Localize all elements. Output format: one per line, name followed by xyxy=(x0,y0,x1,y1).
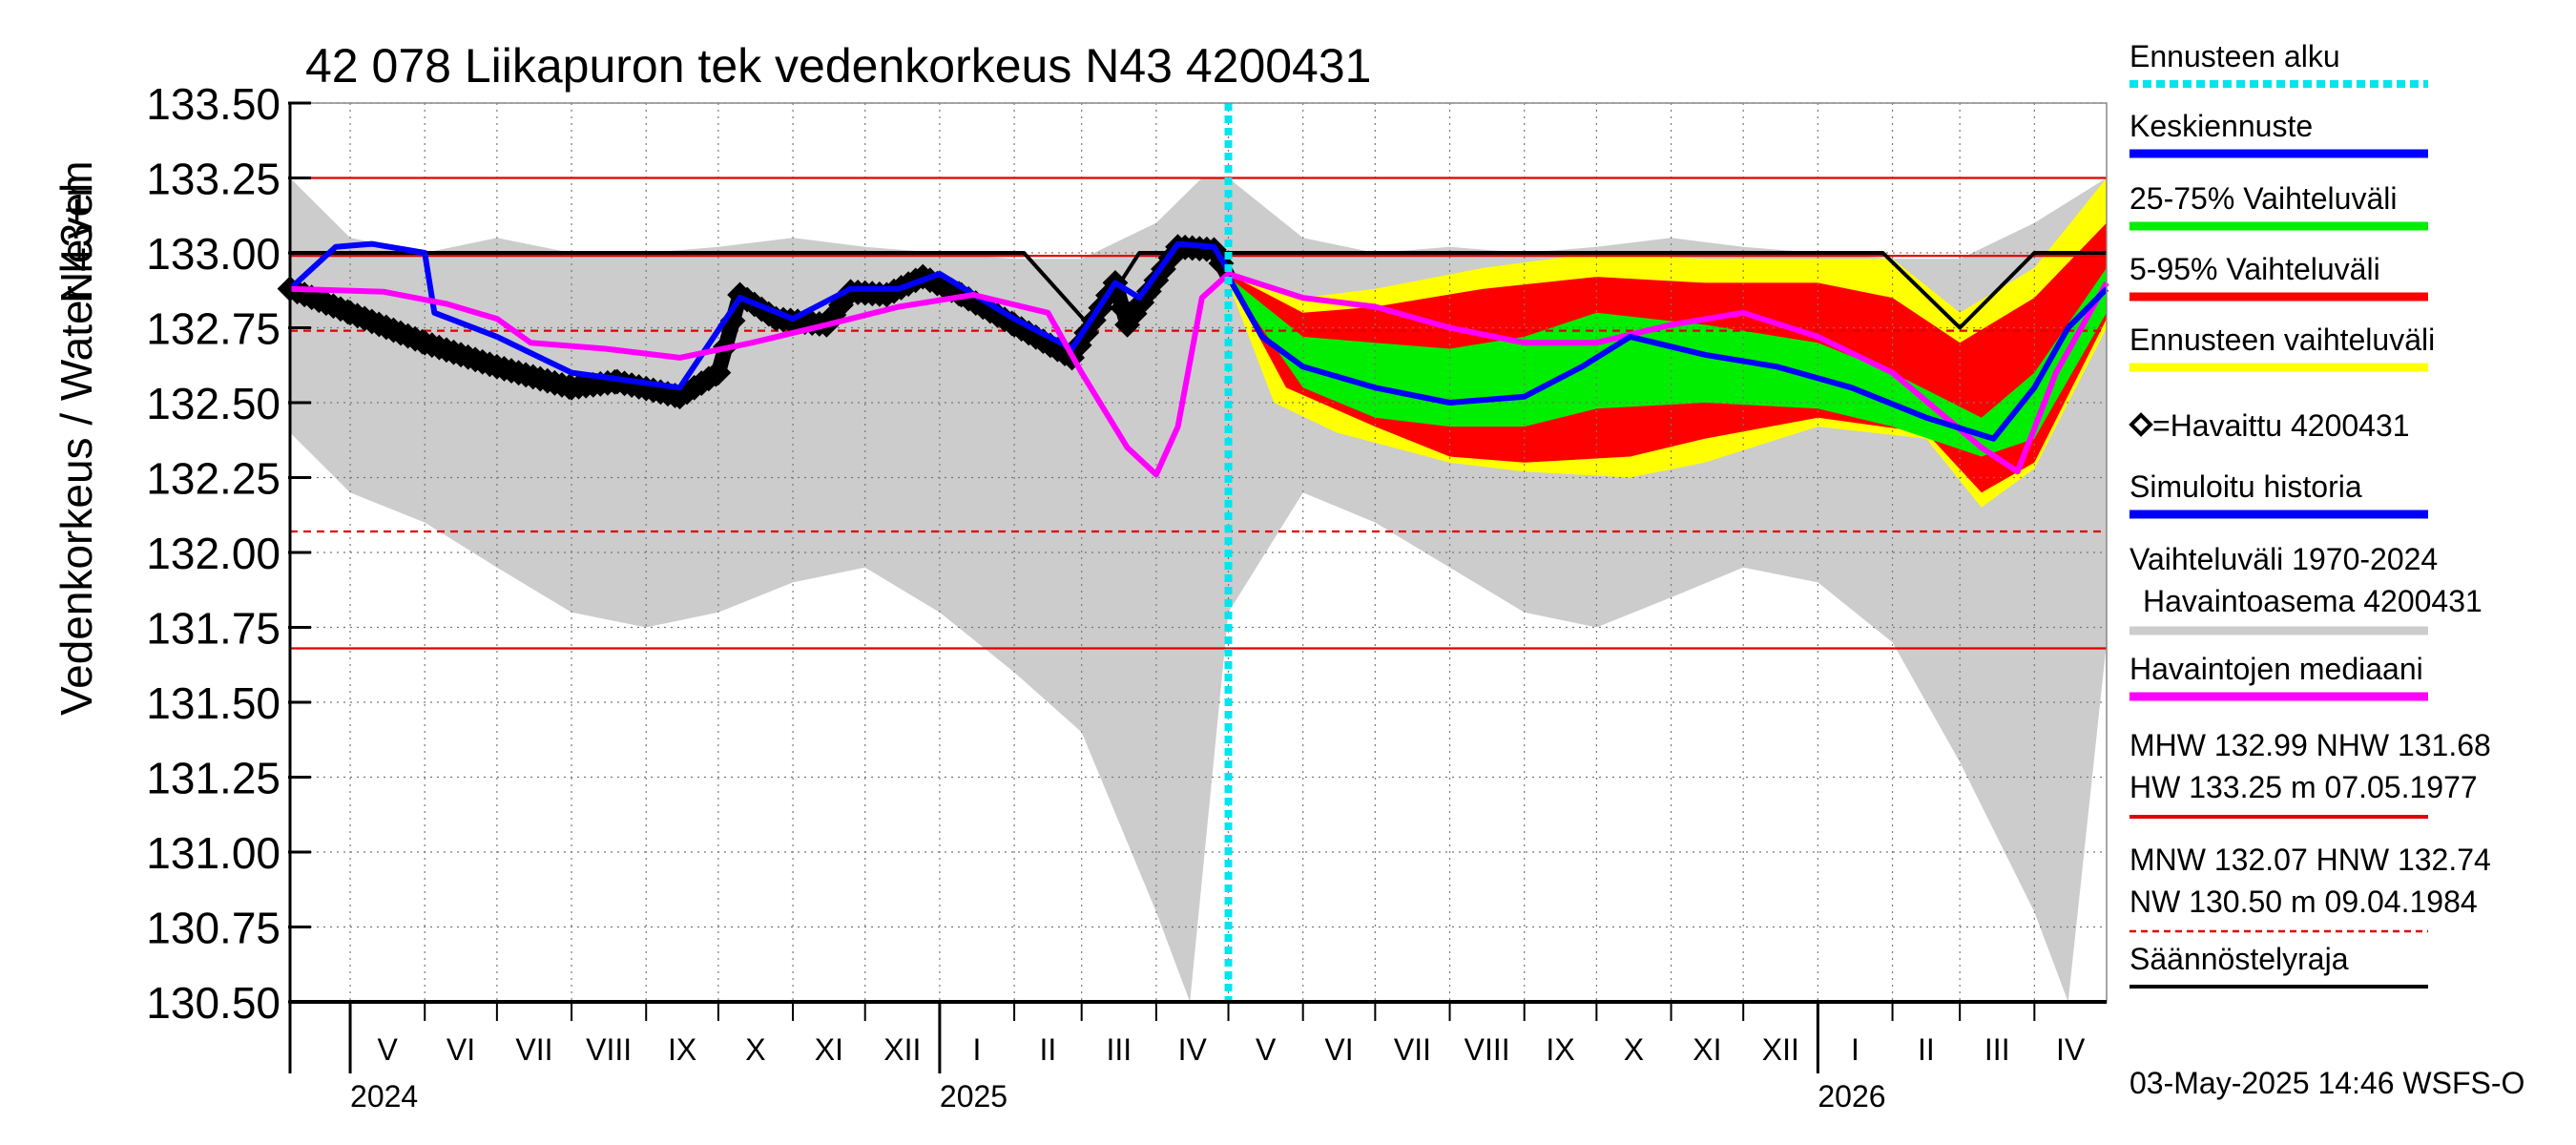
legend-label: Vaihteluväli 1970-2024 xyxy=(2129,542,2438,576)
legend-item-25-75-vaihteluvali: 25-75% Vaihteluväli xyxy=(2129,181,2428,231)
legend-item-havaintojen-mediaani: Havaintojen mediaani xyxy=(2129,652,2428,701)
legend-item-mnw-132-07-hnw-132-74: MNW 132.07 HNW 132.74 NW 130.50 m 09.04.1… xyxy=(2129,843,2491,933)
month-label: V xyxy=(377,1032,398,1067)
y-axis-unit: N43+m xyxy=(52,160,101,303)
chart-title: 42 078 Liikapuron tek vedenkorkeus N43 4… xyxy=(305,39,1371,93)
month-label: IV xyxy=(1178,1032,1208,1067)
year-label: 2024 xyxy=(350,1079,418,1114)
month-label: VII xyxy=(1394,1032,1431,1067)
legend-item-5-95-vaihteluvali: 5-95% Vaihteluväli xyxy=(2129,252,2428,302)
legend-item-keskiennuste: Keskiennuste xyxy=(2129,109,2428,158)
y-tick-label: 132.50 xyxy=(146,379,280,428)
month-label: XII xyxy=(1762,1032,1799,1067)
month-label: VIII xyxy=(586,1032,632,1067)
year-label: 2025 xyxy=(940,1079,1008,1114)
series-layer xyxy=(277,103,2109,1002)
forecast-bands-layer xyxy=(1228,177,2107,508)
legend-label-line2: Havaintoasema 4200431 xyxy=(2143,584,2483,618)
month-label: X xyxy=(1624,1032,1644,1067)
band-25-75-vaihteluvali xyxy=(1228,267,2107,457)
legend-label: Säännöstelyraja xyxy=(2129,942,2349,976)
y-tick-label: 131.00 xyxy=(146,828,280,878)
month-label: IV xyxy=(2056,1032,2086,1067)
month-label: III xyxy=(1984,1032,2010,1067)
y-tick-label: 131.25 xyxy=(146,754,280,803)
month-label: II xyxy=(1039,1032,1056,1067)
legend-item-simuloitu-historia: Simuloitu historia xyxy=(2129,469,2428,519)
legend-label: 5-95% Vaihteluväli xyxy=(2129,252,2380,286)
legend-diamond-marker xyxy=(2129,412,2153,437)
legend-label: Ennusteen vaihteluväli xyxy=(2129,323,2435,357)
markers-havaittu-4200431 xyxy=(277,234,1235,410)
month-label: VI xyxy=(447,1032,475,1067)
series-simuloitu-historia xyxy=(287,240,1232,391)
y-tick-label: 133.00 xyxy=(146,229,280,279)
y-tick-label: 130.50 xyxy=(146,978,280,1028)
y-tick-label: 132.75 xyxy=(146,304,280,354)
legend-item-havaittu-4200431: =Havaittu 4200431 xyxy=(2129,408,2410,443)
legend-label: MNW 132.07 HNW 132.74 xyxy=(2129,843,2491,877)
month-label: I xyxy=(973,1032,982,1067)
series-keskiennuste xyxy=(1225,275,2109,442)
legend: Ennusteen alku Keskiennuste 25-75% Vaihtel… xyxy=(2129,39,2491,989)
month-label: XI xyxy=(1693,1032,1721,1067)
y-tick-label: 132.00 xyxy=(146,529,280,578)
y-tick-label: 131.50 xyxy=(146,678,280,728)
month-label: XI xyxy=(815,1032,843,1067)
month-label: X xyxy=(745,1032,765,1067)
y-tick-label: 133.25 xyxy=(146,155,280,204)
legend-label: 25-75% Vaihteluväli xyxy=(2129,181,2397,216)
month-label: IX xyxy=(668,1032,696,1067)
month-label: VII xyxy=(515,1032,552,1067)
legend-item-ennusteen-alku: Ennusteen alku xyxy=(2129,39,2428,88)
legend-label-line2: HW 133.25 m 07.05.1977 xyxy=(2129,770,2478,804)
legend-item-mhw-132-99-nhw-131-68: MHW 132.99 NHW 131.68 HW 133.25 m 07.05.1… xyxy=(2129,728,2491,819)
month-label: II xyxy=(1918,1032,1935,1067)
y-axis-label: Vedenkorkeus / Water level xyxy=(52,183,101,716)
legend-item-saannostelyraja: Säännöstelyraja xyxy=(2129,942,2428,989)
legend-label: Ennusteen alku xyxy=(2129,39,2340,73)
y-tick-label: 133.50 xyxy=(146,79,280,129)
legend-label: Simuloitu historia xyxy=(2129,469,2362,504)
series-saannostelyraja xyxy=(290,251,2107,330)
observed-marker xyxy=(705,360,732,386)
legend-label: Havaintojen mediaani xyxy=(2129,652,2423,686)
month-label: I xyxy=(1851,1032,1859,1067)
footer-timestamp: 03-May-2025 14:46 WSFS-O xyxy=(2129,1066,2524,1100)
series-havaintojen-mediaani xyxy=(289,271,2109,478)
year-label: 2026 xyxy=(1818,1079,1885,1114)
legend-item-ennusteen-vaihteluvali: Ennusteen vaihteluväli xyxy=(2129,323,2435,372)
month-label: III xyxy=(1106,1032,1132,1067)
y-tick-label: 131.75 xyxy=(146,604,280,654)
month-label: XII xyxy=(883,1032,921,1067)
month-label: VIII xyxy=(1465,1032,1510,1067)
legend-label: =Havaittu 4200431 xyxy=(2152,408,2410,443)
legend-item-vaihteluvali-1970-2024: Vaihteluväli 1970-2024 Havaintoasema 4200… xyxy=(2129,542,2483,635)
y-tick-label: 130.75 xyxy=(146,904,280,953)
month-label: V xyxy=(1256,1032,1277,1067)
y-tick-label: 132.25 xyxy=(146,454,280,504)
axes-layer: 133.50 133.25 133.00 132.75 132.50 132.25 132.… xyxy=(146,79,2108,1114)
month-label: VI xyxy=(1324,1032,1353,1067)
month-label: IX xyxy=(1546,1032,1574,1067)
legend-label: MHW 132.99 NHW 131.68 xyxy=(2129,728,2491,762)
legend-label: Keskiennuste xyxy=(2129,109,2313,143)
legend-label-line2: NW 130.50 m 09.04.1984 xyxy=(2129,885,2478,919)
